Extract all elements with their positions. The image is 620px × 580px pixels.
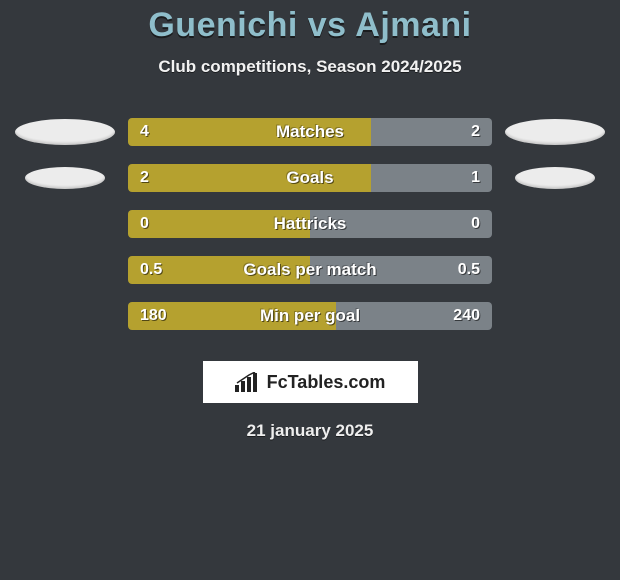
player-oval-left <box>25 167 105 189</box>
right-oval-slot <box>500 109 610 155</box>
left-oval-slot <box>10 109 120 155</box>
brand-badge: FcTables.com <box>203 361 418 403</box>
stat-bar: 42Matches <box>128 118 492 146</box>
page-subtitle: Club competitions, Season 2024/2025 <box>0 57 620 77</box>
right-oval-slot <box>500 155 610 201</box>
right-oval-slot <box>500 247 610 293</box>
stat-bar: 21Goals <box>128 164 492 192</box>
page-root: Guenichi vs Ajmani Club competitions, Se… <box>0 0 620 580</box>
right-oval-slot <box>500 201 610 247</box>
stats-container: 42Matches 21Goals 00Hattricks 0.50.5Goals p… <box>0 109 620 339</box>
stat-bar-bg <box>128 164 492 192</box>
date-label: 21 january 2025 <box>0 421 620 441</box>
player-oval-left <box>15 119 115 145</box>
stat-row: 0.50.5Goals per match <box>10 247 610 293</box>
stat-bar-wrap: 0.50.5Goals per match <box>120 256 500 284</box>
stat-bar-left-fill <box>128 118 371 146</box>
left-oval-slot <box>10 201 120 247</box>
stat-bar-right-fill <box>310 210 492 238</box>
stat-bar-right-fill <box>336 302 492 330</box>
stat-bar: 0.50.5Goals per match <box>128 256 492 284</box>
left-oval-slot <box>10 293 120 339</box>
player-oval-right <box>505 119 605 145</box>
stat-bar-left-fill <box>128 256 310 284</box>
stat-row: 21Goals <box>10 155 610 201</box>
stat-bar-wrap: 180240Min per goal <box>120 302 500 330</box>
brand-text: FcTables.com <box>267 372 386 393</box>
stat-bar-left-fill <box>128 302 336 330</box>
stat-bar-wrap: 42Matches <box>120 118 500 146</box>
stat-bar-right-fill <box>310 256 492 284</box>
chart-icon <box>235 372 261 392</box>
stat-bar-bg <box>128 302 492 330</box>
stat-bar-right-fill <box>371 164 492 192</box>
stat-bar-left-fill <box>128 164 371 192</box>
stat-row: 180240Min per goal <box>10 293 610 339</box>
player-oval-right <box>515 167 595 189</box>
stat-bar: 180240Min per goal <box>128 302 492 330</box>
left-oval-slot <box>10 155 120 201</box>
left-oval-slot <box>10 247 120 293</box>
stat-bar: 00Hattricks <box>128 210 492 238</box>
stat-bar-left-fill <box>128 210 310 238</box>
stat-bar-wrap: 00Hattricks <box>120 210 500 238</box>
page-title: Guenichi vs Ajmani <box>0 6 620 45</box>
stat-row: 42Matches <box>10 109 610 155</box>
stat-bar-bg <box>128 256 492 284</box>
right-oval-slot <box>500 293 610 339</box>
stat-row: 00Hattricks <box>10 201 610 247</box>
stat-bar-bg <box>128 118 492 146</box>
stat-bar-right-fill <box>371 118 492 146</box>
stat-bar-wrap: 21Goals <box>120 164 500 192</box>
stat-bar-bg <box>128 210 492 238</box>
